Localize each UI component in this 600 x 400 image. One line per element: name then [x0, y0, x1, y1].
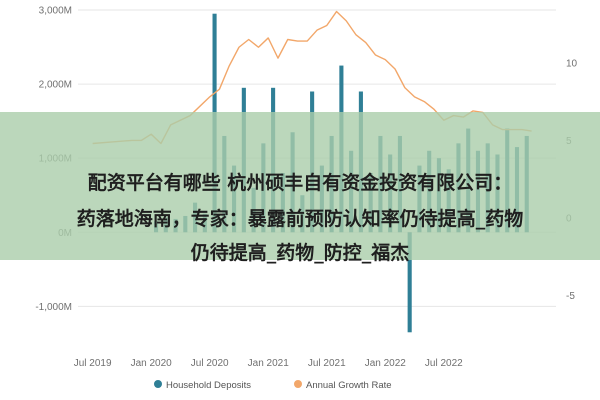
bar — [407, 232, 412, 333]
y-left-tick-label: 3,000M — [39, 6, 72, 17]
x-tick-label: Jan 2021 — [248, 358, 290, 369]
legend-marker-annual-growth-rate — [294, 380, 302, 388]
overlay-line-3: 仍待提高_药物_防控_福杰 — [190, 242, 410, 264]
overlay-line-2: 药落地海南，专家：暴露前预防认知率仍待提高_药物 — [76, 208, 524, 230]
legend: Household Deposits Annual Growth Rate — [154, 380, 392, 391]
y-left-tick-label: 2,000M — [39, 80, 72, 91]
x-tick-label: Jul 2021 — [308, 358, 346, 369]
x-tick-label: Jul 2020 — [191, 358, 229, 369]
y-left-tick-label: -1,000M — [35, 302, 72, 313]
x-axis: Jul 2019 Jan 2020 Jul 2020 Jan 2021 Jul 2021… — [74, 358, 463, 369]
x-tick-label: Jan 2020 — [131, 358, 173, 369]
legend-label-household-deposits: Household Deposits — [166, 380, 251, 391]
x-tick-label: Jul 2022 — [425, 358, 463, 369]
y-right-tick-label: 10 — [566, 58, 578, 69]
legend-item-household-deposits[interactable]: Household Deposits — [154, 380, 251, 391]
overlay-banner: 配资平台有哪些 杭州硕丰自有资金投资有限公司： 药落地海南，专家：暴露前预防认知… — [0, 112, 600, 264]
x-tick-label: Jul 2019 — [74, 358, 112, 369]
legend-marker-household-deposits — [154, 380, 162, 388]
x-tick-label: Jan 2022 — [365, 358, 407, 369]
legend-label-annual-growth-rate: Annual Growth Rate — [306, 380, 392, 391]
legend-item-annual-growth-rate[interactable]: Annual Growth Rate — [294, 380, 392, 391]
y-right-tick-label: -5 — [566, 291, 575, 302]
overlay-line-1: 配资平台有哪些 杭州硕丰自有资金投资有限公司： — [87, 172, 513, 194]
